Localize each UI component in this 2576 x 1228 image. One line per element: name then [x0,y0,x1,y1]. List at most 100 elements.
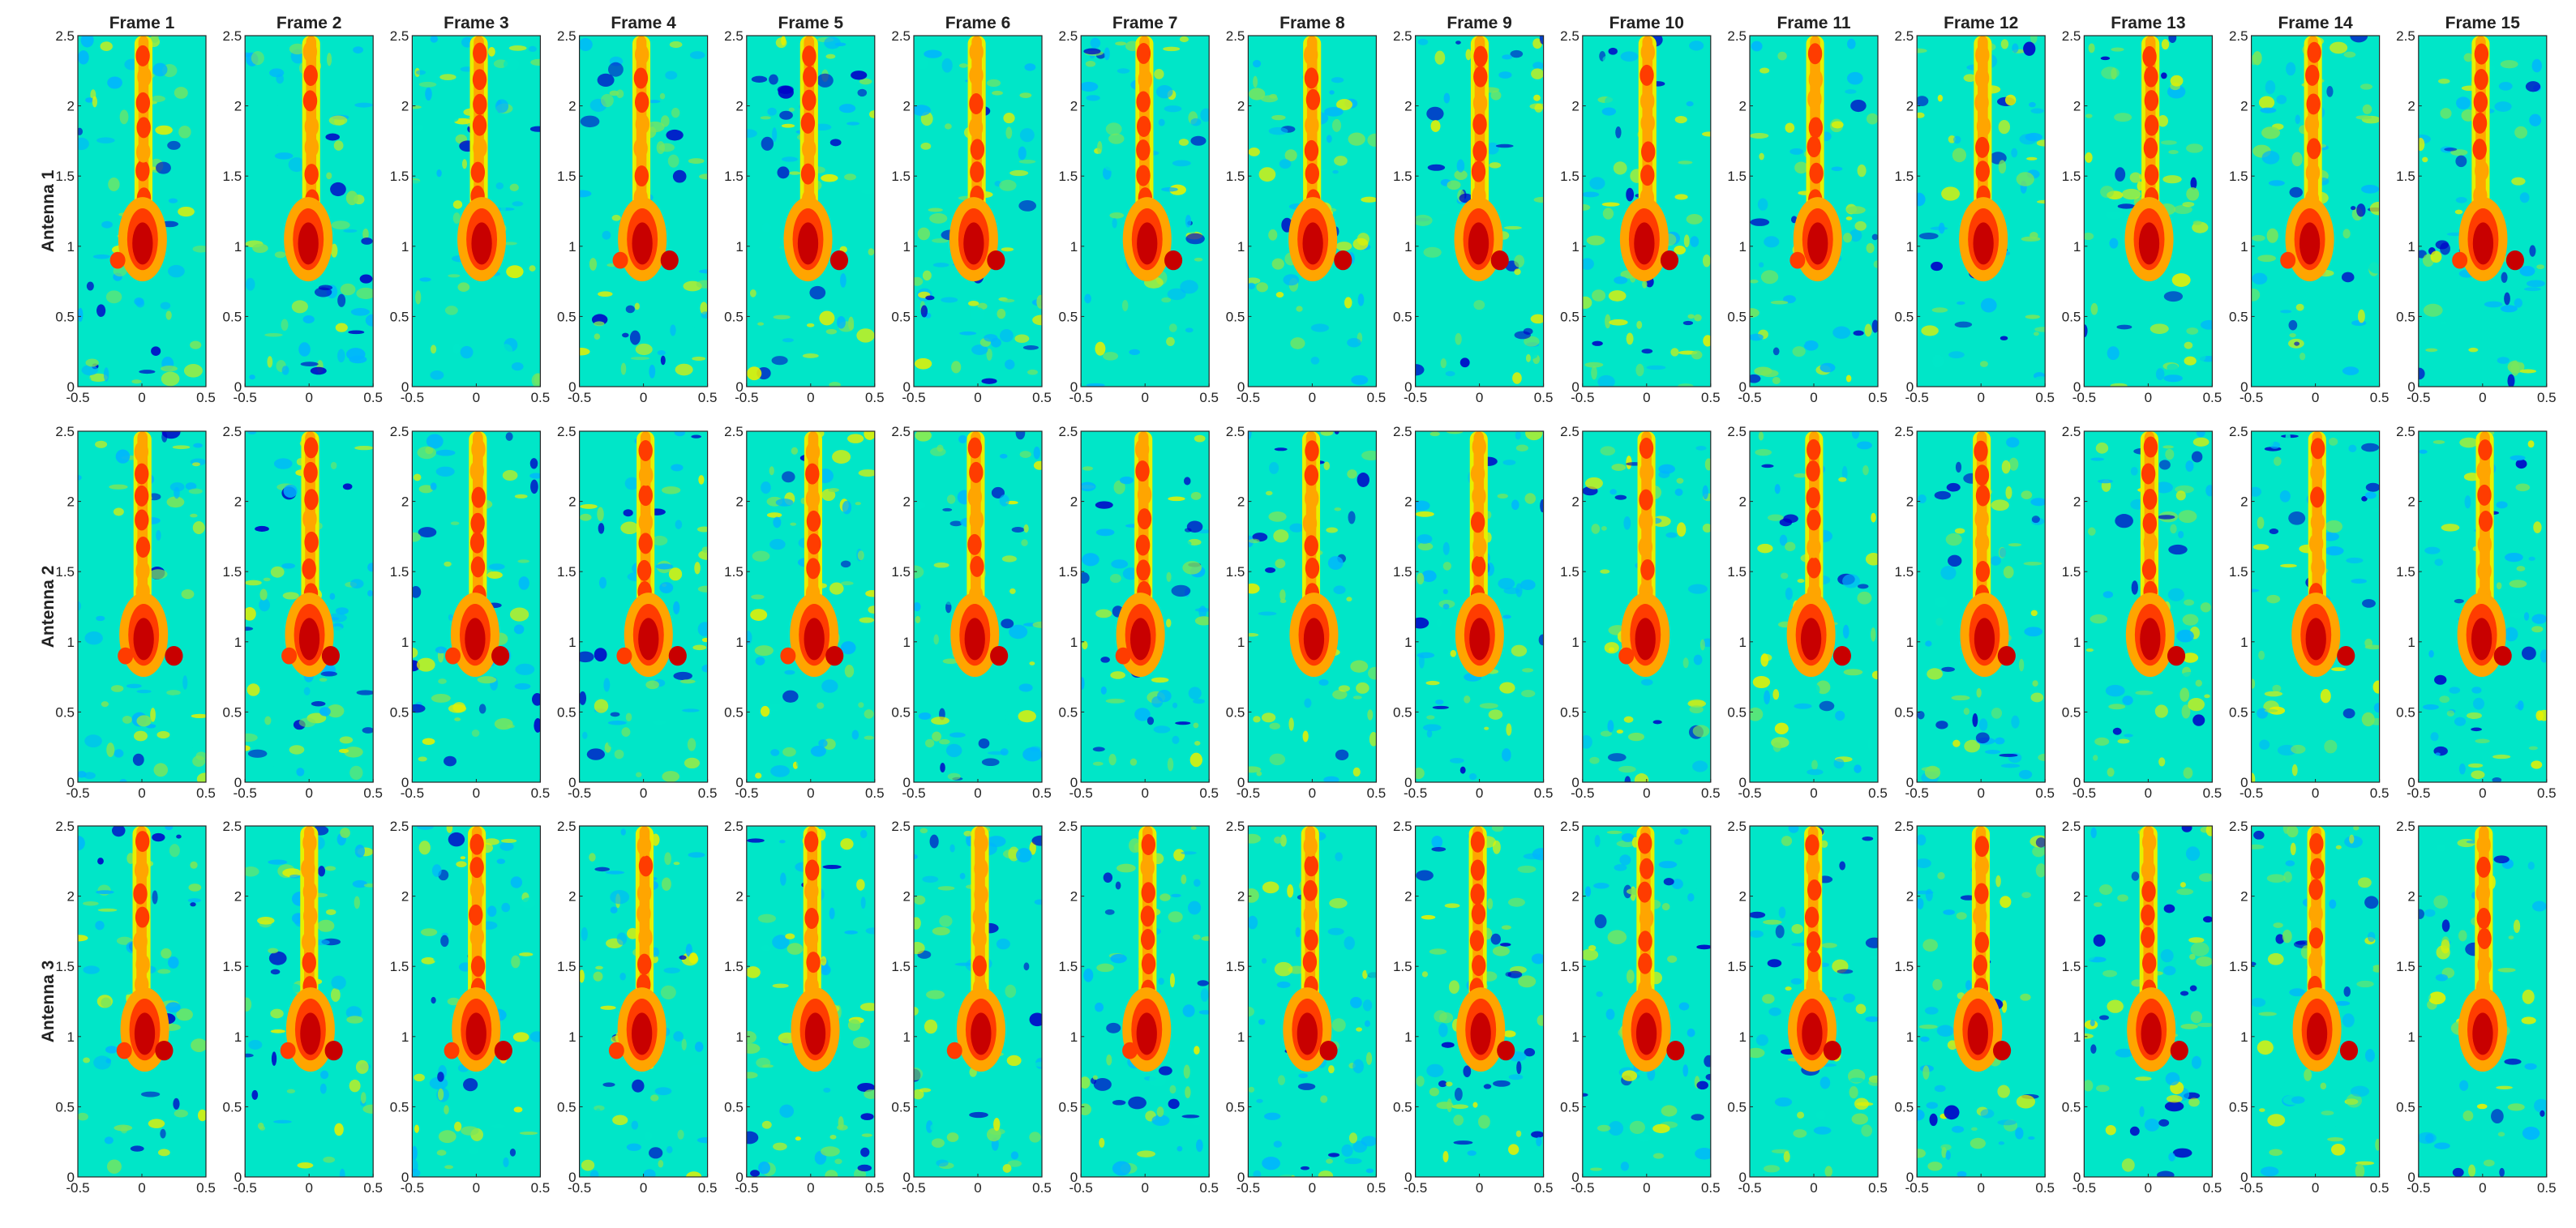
heatmap-image [1081,826,1210,1177]
streak-hotspot [1472,436,1486,458]
noise-speckle [1525,1038,1537,1043]
streak-hotspot [2308,903,2323,925]
y-tick-label: 2 [1404,889,1412,905]
noise-speckle [1861,1124,1873,1137]
blob-side [1660,250,1679,271]
y-tick-label: 2.5 [2396,424,2415,439]
x-tick-label: 0 [1977,390,1984,405]
y-tick-label: 1.5 [1226,169,1245,184]
noise-speckle [2433,895,2449,909]
streak-hotspot [1638,931,1652,952]
noise-speckle [1764,690,1771,705]
heatmap-image [1248,826,1377,1177]
noise-speckle [2369,201,2380,216]
x-tick-label: 0 [305,1180,312,1196]
y-tick-label: 0 [401,379,409,395]
noise-speckle [191,1038,206,1053]
noise-speckle [616,89,624,99]
blob-side [1164,250,1183,271]
noise-speckle [150,708,156,722]
noise-speckle [782,338,794,343]
noise-speckle [1369,731,1377,747]
noise-speckle [190,513,198,518]
noise-speckle [88,373,108,383]
streak-hotspot [636,835,652,857]
noise-speckle [83,901,99,906]
noise-speckle [2174,1129,2182,1136]
noise-speckle [751,594,765,600]
noise-speckle [1361,450,1377,460]
x-tick-label: 0 [1643,1180,1650,1196]
noise-speckle [930,1122,946,1133]
x-tick-label: 0.5 [1199,1180,1219,1196]
noise-speckle [1248,766,1262,773]
noise-speckle [1194,257,1203,262]
noise-speckle [2085,152,2093,163]
noise-speckle [499,344,513,357]
noise-speckle [1980,1109,1995,1119]
noise-speckle [1626,187,1635,202]
noise-speckle [1927,1162,1943,1171]
x-tick-label: -0.5 [1237,1180,1260,1196]
noise-speckle [2446,710,2454,717]
noise-speckle [460,345,474,359]
noise-speckle [78,127,84,135]
streak-hotspot [637,953,652,975]
streak-hotspot [2310,511,2325,533]
noise-speckle [168,1079,186,1083]
noise-speckle [829,582,844,595]
noise-speckle [1750,558,1755,573]
noise-speckle [2084,286,2090,294]
blob-side [1334,250,1352,271]
x-tick-label: 0 [807,1180,814,1196]
noise-speckle [251,51,264,66]
noise-speckle [2038,753,2046,762]
noise-speckle [152,62,168,77]
noise-speckle [1104,47,1110,61]
x-tick-label: -0.5 [66,785,89,801]
noise-speckle [852,1037,871,1049]
noise-speckle [1917,1149,1926,1158]
noise-speckle [1095,341,1106,356]
noise-speckle [2283,871,2292,883]
noise-speckle [958,434,967,444]
noise-speckle [2508,935,2514,940]
noise-speckle [620,828,626,836]
noise-speckle [619,972,626,981]
noise-speckle [626,1143,641,1151]
streak-hotspot [2473,91,2488,113]
heatmap-panel: -0.5 0 0.500.511.522.5 [1226,424,1386,801]
noise-speckle [454,717,461,721]
x-tick-label: 0 [974,390,981,405]
noise-speckle [1614,276,1628,285]
heatmap-image [1415,826,1544,1177]
noise-speckle [1998,160,2007,174]
blob-side [1666,1040,1685,1061]
noise-speckle [2531,760,2543,769]
noise-speckle [1344,1157,1362,1165]
streak-hotspot [1974,92,1989,113]
noise-speckle [2200,319,2213,330]
noise-speckle [1531,1131,1544,1138]
noise-speckle [665,71,678,80]
noise-speckle [95,440,108,448]
x-tick-label: 0 [1810,1180,1817,1196]
noise-speckle [318,866,326,877]
noise-speckle [1862,208,1878,217]
noise-speckle [959,872,966,879]
y-tick-label: 2.5 [1393,28,1412,44]
noise-speckle [1200,988,1209,1002]
noise-speckle [1081,1076,1091,1089]
streak-hotspot [1302,512,1318,534]
noise-speckle [1009,588,1016,594]
noise-speckle [1279,159,1292,169]
noise-speckle [2294,341,2300,346]
noise-speckle [967,301,979,306]
noise-speckle [2165,1072,2180,1086]
y-tick-label: 0.5 [390,704,409,720]
streak-hotspot [2476,908,2491,930]
noise-speckle [864,431,875,440]
noise-speckle [168,956,179,969]
noise-speckle [274,251,286,259]
noise-speckle [1534,103,1543,113]
